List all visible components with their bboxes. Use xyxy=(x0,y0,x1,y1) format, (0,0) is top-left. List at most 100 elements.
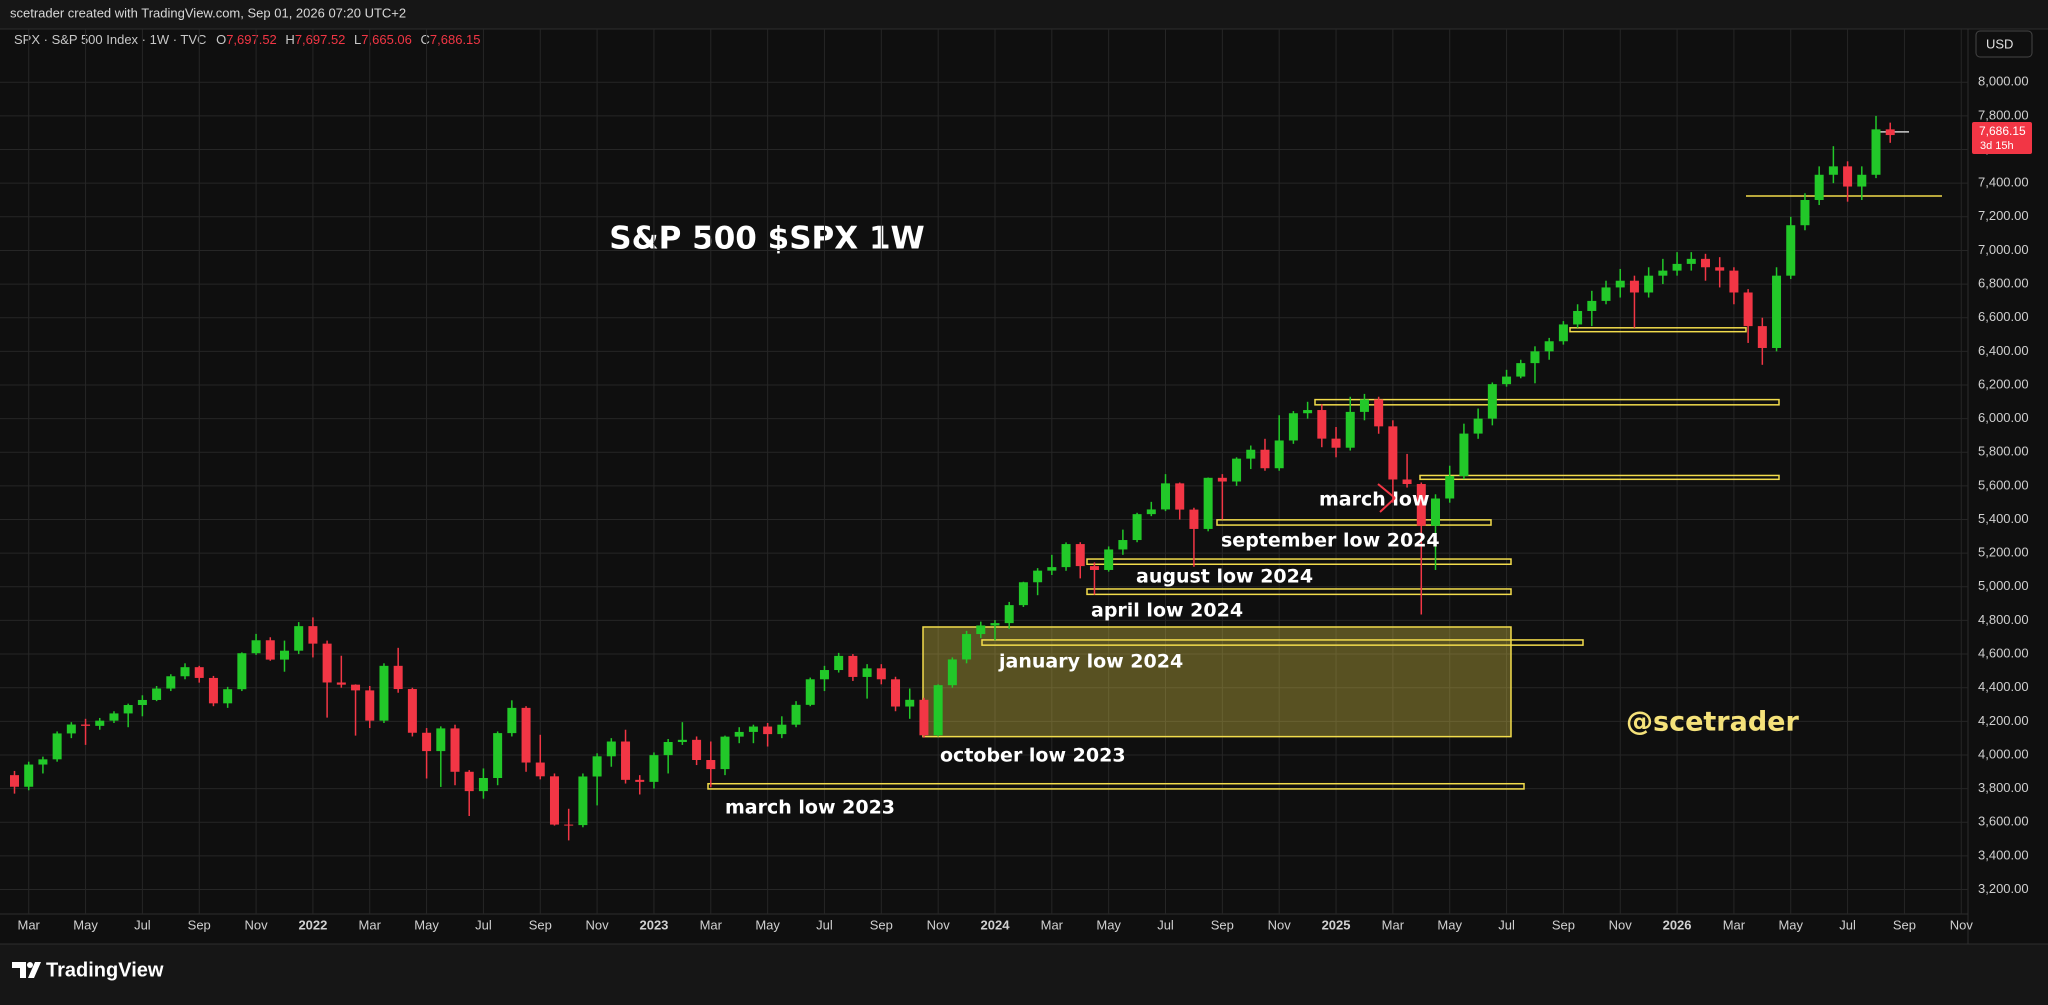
brand-name[interactable]: TradingView xyxy=(46,959,164,981)
candle-body xyxy=(1445,475,1455,499)
candle-body xyxy=(1672,263,1682,271)
candle-body xyxy=(734,731,744,737)
x-tick-label: Nov xyxy=(1609,917,1633,932)
brand-logo-dot[interactable] xyxy=(27,962,33,968)
candle-body xyxy=(322,643,332,683)
candle-body xyxy=(52,733,62,760)
currency-button[interactable]: USD xyxy=(1975,30,2033,58)
candle-body xyxy=(351,684,361,691)
x-tick-label: Mar xyxy=(700,917,723,932)
candle-body xyxy=(24,764,34,787)
candle-body xyxy=(692,739,702,761)
y-tick-label: 5,400.00 xyxy=(1978,511,2029,526)
candle-body xyxy=(1175,483,1185,510)
annotation: april low 2024 xyxy=(1091,600,1243,622)
candle-body xyxy=(805,679,815,705)
x-tick-label: Sep xyxy=(1893,917,1916,932)
y-tick-label: 7,200.00 xyxy=(1978,208,2029,223)
candle-body xyxy=(606,741,616,757)
brand-logo[interactable] xyxy=(12,962,41,978)
annotation: september low 2024 xyxy=(1221,530,1440,552)
candle-body xyxy=(947,659,957,686)
attribution: scetrader created with TradingView.com, … xyxy=(10,5,406,20)
candle-body xyxy=(578,776,588,826)
candle-body xyxy=(1075,544,1085,567)
candle-body xyxy=(663,742,673,756)
candle-body xyxy=(1061,544,1071,568)
candle-body xyxy=(10,775,19,787)
currency-label[interactable]: USD xyxy=(1986,36,2013,51)
candle-body xyxy=(777,724,787,735)
candle-body xyxy=(1601,287,1611,301)
candle-body xyxy=(95,720,105,726)
candle-body xyxy=(1686,258,1696,264)
candle-body xyxy=(1203,477,1213,529)
candle-body xyxy=(379,665,389,721)
candle-body xyxy=(1374,399,1384,427)
candle-body xyxy=(1885,129,1895,136)
candle-body xyxy=(1416,484,1426,526)
y-tick-label: 4,600.00 xyxy=(1978,645,2029,660)
annotation: march low xyxy=(1319,489,1430,511)
x-tick-label: May xyxy=(1778,917,1803,932)
y-tick-label: 5,200.00 xyxy=(1978,545,2029,560)
x-tick-label: May xyxy=(414,917,439,932)
candle-body xyxy=(1729,270,1739,293)
candle-body xyxy=(237,653,247,690)
candle-body xyxy=(66,724,76,734)
candle-body xyxy=(507,707,517,734)
zone xyxy=(981,639,1584,646)
candle-body xyxy=(1615,280,1625,288)
candle-body xyxy=(1843,166,1853,187)
chart-title: S&P 500 $SPX 1W xyxy=(609,221,924,257)
candle-body xyxy=(1487,384,1497,419)
candle-body xyxy=(862,668,872,677)
x-tick-label: Mar xyxy=(1723,917,1746,932)
candle-body xyxy=(1246,449,1256,459)
candle-body xyxy=(1700,258,1710,268)
candle-body xyxy=(294,626,304,651)
x-tick-label: May xyxy=(73,917,98,932)
y-tick-label: 6,400.00 xyxy=(1978,343,2029,358)
candle-body xyxy=(1232,458,1242,482)
candle-body xyxy=(1871,129,1881,175)
x-tick-label: Jul xyxy=(475,917,492,932)
legend-key: H xyxy=(285,32,294,47)
candle-body xyxy=(1516,363,1526,377)
candle-body xyxy=(1743,292,1753,327)
legend-key: C xyxy=(421,32,430,47)
candle-body xyxy=(706,760,716,770)
candle-body xyxy=(834,655,844,671)
candle-body xyxy=(1757,326,1767,348)
candle-body xyxy=(166,676,176,689)
candle-body xyxy=(1544,341,1554,352)
x-tick-label: Mar xyxy=(359,917,382,932)
candle-body xyxy=(1558,324,1568,342)
y-tick-label: 6,200.00 xyxy=(1978,376,2029,391)
candle-body xyxy=(1161,483,1171,510)
brand[interactable]: TradingView xyxy=(12,959,164,981)
x-tick-label: Jul xyxy=(1157,917,1174,932)
x-tick-label: Mar xyxy=(18,917,41,932)
annotation: october low 2023 xyxy=(940,745,1126,767)
candle-body xyxy=(1459,433,1469,476)
plot: 3,200.00 3,400.00 3,600.00 3,800.00 4,000.00… xyxy=(0,29,2032,932)
candle-body xyxy=(180,667,190,677)
candle-body xyxy=(933,685,943,736)
currency-button-box[interactable] xyxy=(1975,30,2033,58)
candle-body xyxy=(208,677,218,704)
zone xyxy=(1086,588,1512,596)
legend-value: 7,697.52 xyxy=(295,32,346,47)
candle-body xyxy=(1828,166,1838,175)
x-tick-label: Sep xyxy=(870,917,893,932)
candle-body xyxy=(152,688,162,700)
candle-body xyxy=(564,824,574,826)
y-tick-label: 4,800.00 xyxy=(1978,612,2029,627)
legend-key: L xyxy=(354,32,361,47)
candle-body xyxy=(407,689,417,733)
x-tick-label: 2022 xyxy=(298,917,327,932)
candle-body xyxy=(1857,174,1867,187)
legend-symbol: SPX · S&P 500 Index · 1W · TVC xyxy=(14,32,206,47)
